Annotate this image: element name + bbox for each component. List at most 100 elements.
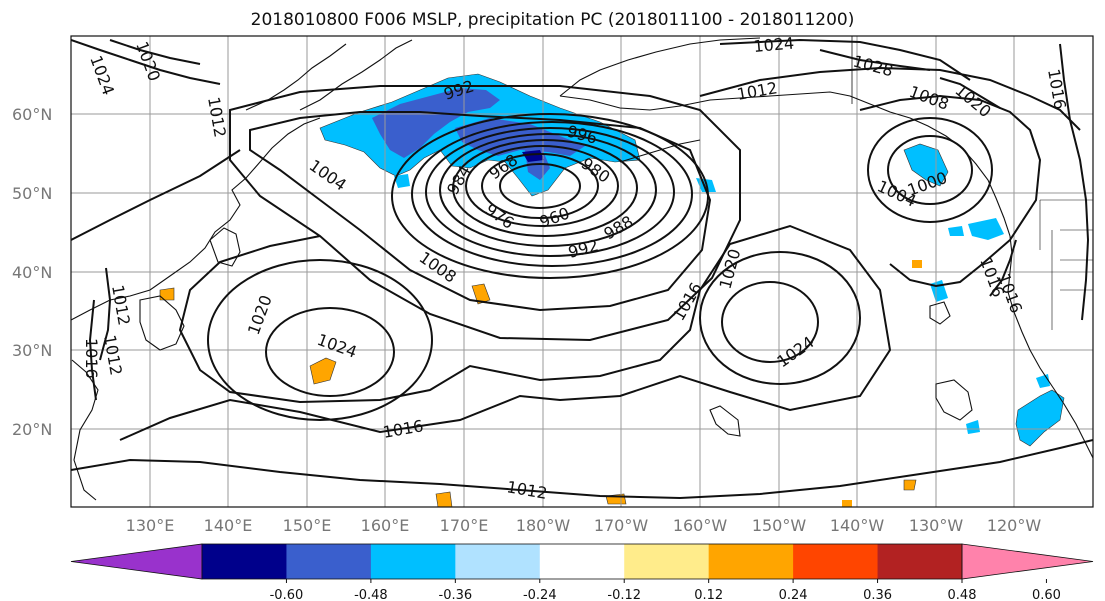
isobar-1012-south <box>71 439 1093 500</box>
precip-area-alaska <box>903 143 949 187</box>
colorbar-tick-label: -0.36 <box>439 588 473 601</box>
lon-label-130e: 130°E <box>126 516 175 535</box>
precip-area-cal-2 <box>1036 374 1050 388</box>
colorbar-outline <box>201 543 963 580</box>
isobar-1020-west <box>207 259 433 421</box>
colorbar-tick-label: 0.12 <box>694 588 723 601</box>
isobar-1016-coast <box>989 239 1017 297</box>
colorbar-tick-label: 0.36 <box>863 588 892 601</box>
colorbar-segment <box>624 544 710 579</box>
colorbar-tick-label: 0.48 <box>948 588 977 601</box>
colorbar-tick-label: -0.24 <box>523 588 557 601</box>
colorbar-segment <box>539 544 625 579</box>
colorbar-tick-label: 0.24 <box>779 588 808 601</box>
lat-label-30n: 30°N <box>12 341 52 360</box>
lon-label-140e: 140°E <box>204 516 253 535</box>
colorbar-segment <box>877 544 963 579</box>
map-frame <box>70 35 1094 508</box>
lat-label-50n: 50°N <box>12 184 52 203</box>
isobar-label: 1012 <box>100 333 126 376</box>
isobar-984 <box>452 139 638 237</box>
lat-label-60n: 60°N <box>12 105 52 124</box>
isobar-label: 1008 <box>907 82 952 114</box>
lon-label-170w: 170°W <box>594 516 649 535</box>
isobar-1024-north <box>719 38 971 81</box>
dry-area-south <box>435 491 453 507</box>
colorbar-segment <box>793 544 879 579</box>
isobar-1028-north <box>819 49 931 71</box>
isobar-label: 1028 <box>851 52 895 81</box>
coast-alaska-north <box>559 37 761 97</box>
dry-area-se <box>842 500 852 507</box>
colorbar-tick-label: -0.12 <box>607 588 641 601</box>
page-title: 2018010800 F006 MSLP, precipitation PC (… <box>250 10 855 30</box>
isobar-1020-nw <box>109 39 201 65</box>
isobar-label: 1004 <box>306 156 350 195</box>
isobar-label: 976 <box>482 200 518 233</box>
isobar-label: 1016 <box>381 416 424 442</box>
isobar-1000-gulf <box>887 135 973 205</box>
dry-area-pacific <box>309 357 337 385</box>
isobar-1012-japan <box>99 267 112 361</box>
colorbar-tick-label: -0.48 <box>354 588 388 601</box>
coast-china <box>71 359 99 501</box>
coast-kamchatka-north <box>299 39 413 111</box>
isobar-label: 1012 <box>505 477 548 503</box>
isobar-968 <box>481 153 599 219</box>
colorbar-segment <box>455 544 541 579</box>
precip-area-hi <box>966 420 980 434</box>
isobar-label: 1024 <box>773 332 817 371</box>
isobar-label: 1012 <box>204 95 230 138</box>
colorbar-segment <box>708 544 794 579</box>
colorbar: -0.60 -0.48 -0.36 -0.24 -0.12 0.12 0.24 0.36 0.4… <box>70 543 1094 601</box>
state-borders <box>1039 199 1093 330</box>
colorbar-extend-low <box>70 543 203 580</box>
isobar-1020-ne <box>939 77 1001 109</box>
coast-hokkaido <box>209 227 241 267</box>
lon-label-150w: 150°W <box>752 516 807 535</box>
dry-area-southeast <box>903 479 917 491</box>
precip-area-kamchatka <box>394 174 410 188</box>
isobar-1016-japan <box>88 299 97 401</box>
precipitation-layer <box>159 73 1065 507</box>
isobar-988 <box>439 133 657 247</box>
coast-japan-south <box>139 295 185 351</box>
dry-area-east <box>912 260 922 268</box>
colorbar-segment <box>286 544 372 579</box>
isobar-label: 1024 <box>753 34 795 56</box>
isobar-1012-north <box>699 66 1081 131</box>
lat-label-20n: 20°N <box>12 420 52 439</box>
isobar-1004-gulf <box>867 117 993 223</box>
coast-hawaii <box>709 405 741 437</box>
dry-area-mid <box>471 283 491 305</box>
isobar-1004 <box>249 111 712 312</box>
isobar-label: 1024 <box>315 330 360 362</box>
isobar-1016 <box>119 224 892 441</box>
isobar-1024-nw <box>71 39 221 85</box>
isobar-label: 1016 <box>82 338 101 379</box>
isobar-992 <box>425 127 675 257</box>
isobar-label: 1020 <box>951 81 994 122</box>
isobar-label: 1024 <box>86 53 118 98</box>
lon-label-160w: 160°W <box>673 516 728 535</box>
coast-island-ne <box>929 301 951 325</box>
isobar-996 <box>411 121 693 267</box>
coast-okhotsk <box>245 43 347 111</box>
latitude-labels: 60°N 50°N 40°N 30°N 20°N <box>12 105 52 439</box>
isobar-label: 1020 <box>716 247 745 291</box>
lon-label-160e: 160°E <box>361 516 410 535</box>
isobar-label: 1000 <box>905 168 950 200</box>
coast-asia <box>71 117 321 321</box>
colorbar-segment <box>202 544 287 579</box>
isobar-labels: 992 996 968 980 984 976 960 992 988 1004… <box>82 34 1070 503</box>
lon-label-150e: 150°E <box>283 516 332 535</box>
precip-area-bc <box>968 218 1004 240</box>
colorbar-tick-label: -0.60 <box>270 588 304 601</box>
isobar-1012-west <box>71 149 241 241</box>
isobar-label: 1020 <box>132 39 164 84</box>
isobar-label: 992 <box>566 236 600 262</box>
graticule <box>71 36 1093 507</box>
lat-label-40n: 40°N <box>12 263 52 282</box>
precip-area-california <box>1015 389 1065 447</box>
